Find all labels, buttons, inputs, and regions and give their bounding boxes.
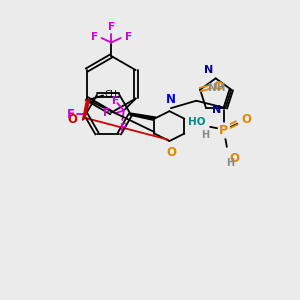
Text: H: H: [226, 158, 234, 168]
Text: N: N: [212, 104, 221, 115]
Text: N: N: [166, 93, 176, 106]
Text: F: F: [103, 108, 110, 118]
Text: F: F: [67, 108, 75, 121]
Text: P: P: [219, 124, 228, 137]
Text: F: F: [120, 123, 128, 133]
Text: F: F: [108, 22, 115, 32]
Text: F: F: [124, 32, 132, 42]
Text: O: O: [167, 146, 177, 159]
Polygon shape: [82, 100, 90, 120]
Text: CH₃: CH₃: [104, 90, 121, 99]
Text: HO: HO: [188, 117, 205, 127]
Text: O: O: [68, 113, 78, 126]
Text: H: H: [201, 130, 209, 140]
Text: O: O: [214, 80, 224, 93]
Polygon shape: [130, 113, 156, 120]
Text: O: O: [230, 152, 240, 165]
Text: N: N: [204, 65, 213, 75]
Text: F: F: [91, 32, 98, 42]
Text: F: F: [112, 96, 119, 106]
Text: NH: NH: [208, 83, 226, 93]
Text: O: O: [242, 112, 252, 126]
